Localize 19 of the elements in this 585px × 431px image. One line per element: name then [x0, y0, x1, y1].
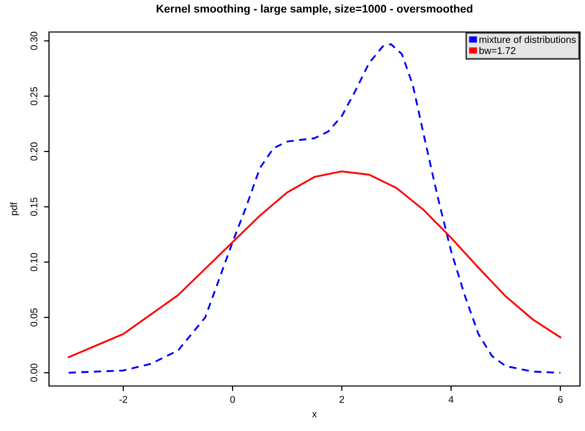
y-tick-label: 0.05: [30, 308, 38, 326]
x-tick-label: -2: [119, 396, 128, 403]
y-tick-label: 0.30: [30, 32, 38, 50]
y-axis-title: pdf: [10, 202, 20, 216]
y-tick-label: 0.25: [30, 87, 38, 106]
legend-label: mixture of distributions: [480, 36, 576, 44]
legend-label: bw=1.72: [479, 46, 516, 54]
y-tick-label: 0.10: [30, 253, 38, 272]
x-tick-label: 6: [558, 396, 563, 403]
x-tick-label: 0: [230, 396, 235, 403]
y-tick-label: 0.20: [30, 142, 38, 161]
line-series: [68, 170, 562, 358]
x-tick-label: 4: [448, 396, 454, 403]
line-series: [68, 43, 562, 374]
x-axis-title: x: [312, 412, 317, 418]
y-tick-label: 0.00: [30, 364, 38, 382]
y-tick-label: 0.15: [30, 198, 38, 216]
x-tick-label: 2: [340, 396, 344, 403]
chart-title: Kernel smoothing - large sample, size=1000 - oversmoothed: [156, 4, 472, 15]
